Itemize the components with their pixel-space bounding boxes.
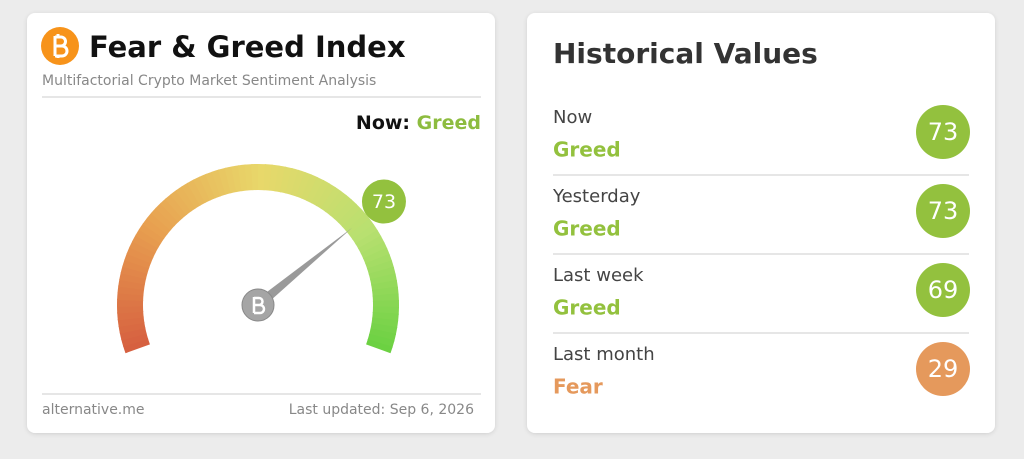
value-circle [916,342,970,396]
card-subtitle: Multifactorial Crypto Market Sentiment A… [42,73,376,89]
value-text: 73 [928,197,959,225]
history-list: Now Greed 73 Yesterday Greed 73 Last week Greed… [552,105,970,399]
value-text: 29 [928,355,959,383]
period-label: Yesterday [552,186,641,207]
period-label: Last week [553,265,644,286]
now-status: Now: Greed [356,112,481,134]
period-label: Now [553,107,592,128]
bitcoin-logo [41,27,79,65]
hub-icon [252,296,266,315]
value-text: 69 [928,276,959,304]
period-label: Last month [553,344,655,365]
footer-updated: Last updated: Sep 6, 2026 [289,402,474,418]
class-label: Fear [553,375,603,399]
value-text: 73 [928,118,959,146]
history-title: Historical Values [553,37,818,70]
gauge-arc [366,339,393,354]
now-label: Now: [356,112,410,134]
history-card [527,13,995,433]
class-label: Greed [553,217,621,241]
now-class: Greed [417,112,481,134]
value-circle [916,184,970,238]
gauge-needle [254,227,353,309]
footer-source: alternative.me [42,402,145,418]
gauge-value: 73 [372,191,396,213]
class-label: Greed [553,138,621,162]
gauge: 73 [117,163,406,354]
card-title: Fear & Greed Index [89,30,406,64]
value-circle [916,263,970,317]
value-bubble [361,179,406,224]
class-label: Greed [553,296,621,320]
value-circle [916,105,970,159]
